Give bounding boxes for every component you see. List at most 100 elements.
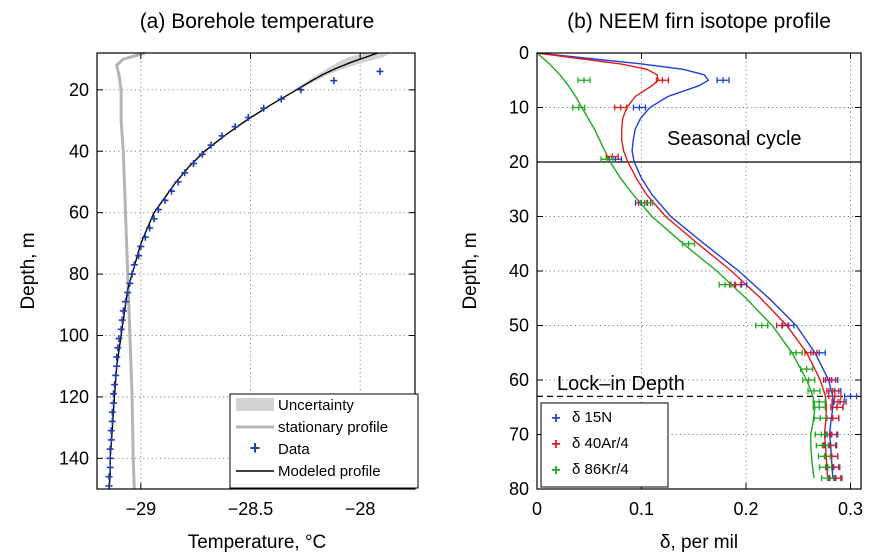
data-point [244,113,252,121]
data-point [124,288,132,296]
legend-d15n-label: δ 15N [572,409,612,426]
data-point [107,436,115,444]
legend-data-label: Data [278,441,310,458]
data-point [181,169,189,177]
data-point-d15n [716,77,730,84]
panel-b-legend: + δ 15N + δ 40Ar/4 + δ 86Kr/4 [540,402,669,488]
legend-stationary-label: stationary profile [278,419,388,436]
panel-a-y-tick-label: 80 [69,264,89,284]
seasonal-cycle-annotation: Seasonal cycle [667,128,802,150]
data-point-d40ar [830,404,844,411]
panel-b-y-tick-label: 50 [509,316,529,336]
data-point [113,353,121,361]
panel-a-axes-frame [96,52,416,490]
legend-d15n-marker: + [551,410,560,427]
legend-data-marker: + [250,438,261,458]
panel-a-y-tick-label: 60 [69,203,89,223]
data-point-d40ar [822,377,837,383]
data-point [126,279,134,287]
panel-b-y-tick-label: 40 [509,261,529,281]
legend-d40ar-marker: + [551,436,560,453]
data-point [260,104,268,112]
panel-a-y-tick-label: 40 [69,141,89,161]
data-point-d40ar [828,393,842,400]
stationary-profile-line [115,51,146,490]
data-point [117,325,125,333]
panel-b-x-tick-label: 0.2 [734,499,759,519]
data-point [150,215,158,223]
data-point [141,233,149,241]
data-point [154,206,162,214]
legend-model-label: Modeled profile [278,463,381,480]
legend-uncertainty-swatch [236,398,274,411]
panel-b-y-tick-label: 10 [509,98,529,118]
panel-b-y-tick-label: 80 [509,479,529,499]
model-line-d15n [536,52,834,479]
panel-b-firn-isotope-profile: (b) NEEM firn isotope profile 0 0.1 0.2 0.3… [460,10,863,553]
data-point [277,95,285,103]
data-point-d86kr [814,431,828,438]
legend-uncertainty-label: Uncertainty [278,397,354,414]
data-point [231,123,239,131]
data-point [115,335,123,343]
panel-b-y-tick-label: 70 [509,425,529,445]
model-line-d40ar [536,52,829,479]
data-point [105,473,113,481]
panel-b-title: (b) NEEM firn isotope profile [567,10,831,33]
panel-a-title: (a) Borehole temperature [140,10,375,33]
data-point-d15n [632,104,647,111]
data-point-d86kr [815,442,829,449]
data-point [122,298,130,306]
panel-b-y-axis-label: Depth, m [460,232,481,309]
data-point [108,417,116,425]
data-point [161,196,169,204]
panel-b-legend-box [540,402,669,488]
data-point-d86kr [800,366,814,373]
data-point [105,482,113,490]
panel-a-x-tick-label: −29 [126,499,157,519]
lock-in-depth-annotation: Lock–in Depth [557,373,685,395]
data-point-d86kr [718,281,732,288]
panel-a-y-axis-label: Depth, m [18,232,39,309]
panel-a-y-tick-label: 140 [59,448,89,468]
data-point-d86kr [600,156,614,163]
data-point [297,86,305,94]
data-point-d40ar [605,153,619,160]
data-point-d86kr [789,349,803,356]
data-point-d86kr [817,453,832,460]
data-point [376,67,384,75]
data-point [108,408,116,416]
panel-b-y-tick-label: 30 [509,207,529,227]
panel-a-borehole-temperature: (a) Borehole temperature −29 −28.5 −28 20 40… [18,10,419,553]
data-point [146,224,154,232]
data-point-d40ar [831,398,845,405]
data-point [109,390,117,398]
data-point [174,178,182,186]
data-point [113,362,121,370]
data-point [189,160,197,168]
data-point [112,371,120,379]
legend-d86kr-marker: + [551,462,560,479]
panel-b-y-tick-label: 60 [509,370,529,390]
data-point [107,427,115,435]
data-point-d86kr [802,377,816,383]
data-point [106,445,114,453]
data-point [106,454,114,462]
data-point [207,141,215,149]
data-point-d40ar [804,349,818,356]
data-point-d86kr [681,240,696,247]
data-point-d86kr [807,387,821,394]
data-point [109,399,117,407]
panel-b-y-tick-label: 20 [509,152,529,172]
data-point-d86kr [640,199,654,206]
data-point-d86kr [755,322,769,329]
panel-b-x-tick-label: 0 [532,499,542,519]
data-point [128,270,136,278]
panel-a-y-tick-label: 120 [59,387,89,407]
data-point-d86kr [818,464,833,471]
panel-a-x-tick-label: −28 [345,499,376,519]
data-point [168,187,176,195]
data-point-d40ar [775,322,790,329]
panel-b-x-tick-label: 0.3 [838,499,863,519]
